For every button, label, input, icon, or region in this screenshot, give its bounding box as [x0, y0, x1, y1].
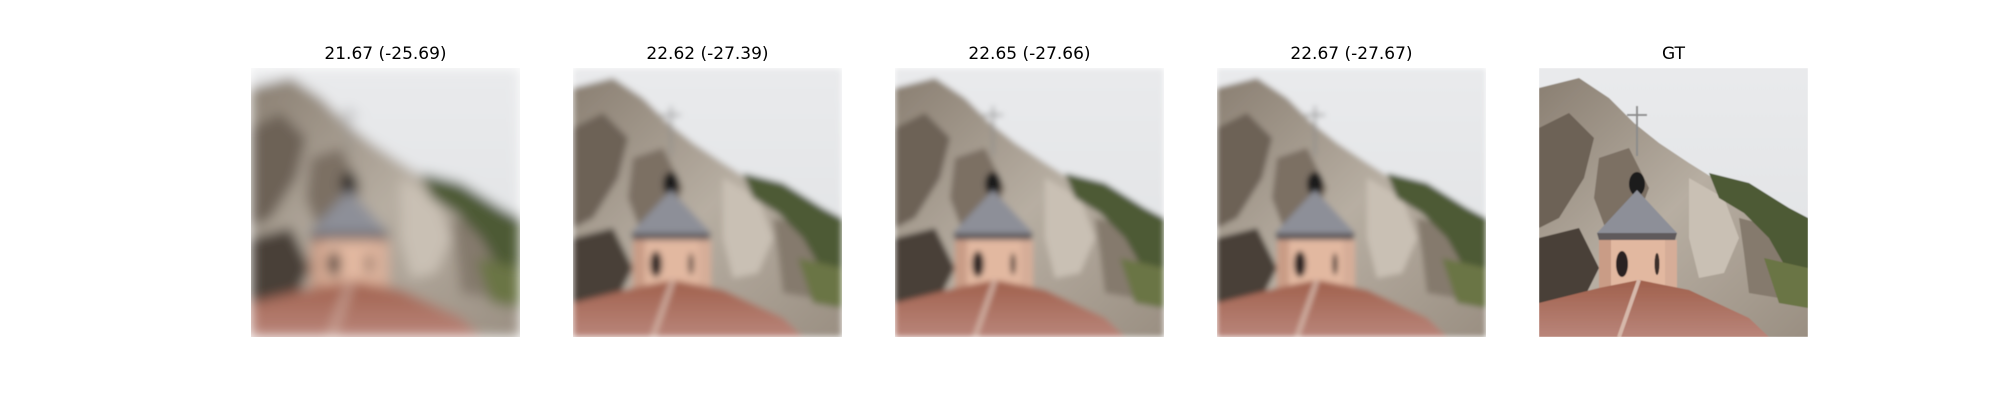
panel-5: GT	[1539, 40, 1808, 337]
panel-title: GT	[1662, 44, 1685, 64]
photo-image	[895, 68, 1164, 337]
photo-image	[1539, 68, 1808, 337]
photo-image	[573, 68, 842, 337]
panel-title: 22.65 (-27.66)	[968, 44, 1091, 64]
photo-image	[1217, 68, 1486, 337]
panel-3: 22.65 (-27.66)	[895, 40, 1164, 337]
panel-title: 21.67 (-25.69)	[324, 44, 447, 64]
panel-2: 22.62 (-27.39)	[573, 40, 842, 337]
panel-1: 21.67 (-25.69)	[251, 40, 520, 337]
photo-image	[251, 68, 520, 337]
panel-title: 22.67 (-27.67)	[1290, 44, 1413, 64]
panel-4: 22.67 (-27.67)	[1217, 40, 1486, 337]
panel-title: 22.62 (-27.39)	[646, 44, 769, 64]
